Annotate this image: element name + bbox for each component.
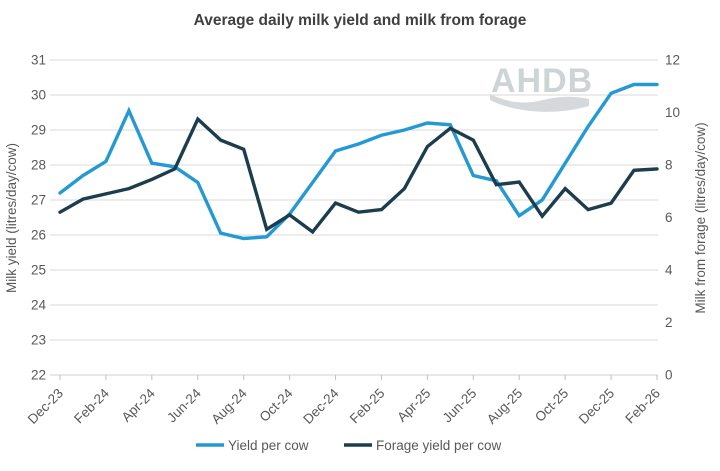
- legend-label-forage-yield-per-cow: Forage yield per cow: [376, 438, 502, 453]
- x-tick-label: Dec-24: [300, 385, 342, 427]
- watermark: AHDB: [490, 62, 593, 112]
- series-line-yield-per-cow: [58, 82, 659, 241]
- left-axis-tick-label: 22: [31, 368, 46, 383]
- left-axis-tick-label: 30: [31, 88, 46, 103]
- watermark-ahdb-logo: AHDB: [491, 62, 593, 100]
- right-axis-tick-label: 8: [665, 158, 673, 173]
- series-line-forage-yield-per-cow: [58, 116, 659, 235]
- right-axis-title: Milk from forage (litres/day/cow): [693, 122, 708, 313]
- x-tick-label: Feb-25: [347, 386, 388, 427]
- left-axis-tick-label: 29: [31, 123, 46, 138]
- x-tick-label: Jun-25: [440, 386, 480, 426]
- x-tick-label: Oct-25: [532, 386, 571, 425]
- x-tick-label: Feb-26: [622, 386, 663, 427]
- left-axis-tick-label: 25: [31, 263, 46, 278]
- x-tick-label: Aug-24: [208, 385, 250, 427]
- x-tick-label: Dec-25: [576, 386, 617, 427]
- right-axis-tick-label: 4: [665, 263, 673, 278]
- left-axis-tick-label: 26: [31, 228, 46, 243]
- left-axis-tick-label: 27: [31, 193, 46, 208]
- x-tick-label: Jun-24: [164, 385, 204, 425]
- left-axis-labels: 22 23 24 25 26 27 28 29 30 31: [31, 53, 47, 383]
- x-tick-label: Aug-25: [484, 386, 525, 427]
- legend: Yield per cow Forage yield per cow: [196, 438, 502, 453]
- legend-label-yield-per-cow: Yield per cow: [228, 438, 309, 453]
- gridlines: [50, 59, 658, 376]
- chart-title: Average daily milk yield and milk from f…: [194, 12, 527, 29]
- series-lines: [58, 82, 659, 241]
- left-axis-tick-label: 24: [31, 298, 47, 313]
- right-axis-tick-label: 10: [665, 105, 680, 120]
- x-axis-tick-marks: [59, 375, 658, 380]
- right-axis-tick-label: 12: [665, 53, 680, 68]
- x-tick-label: Apr-25: [394, 386, 433, 425]
- right-axis-tick-label: 6: [665, 210, 673, 225]
- watermark-wave-icon: [490, 94, 589, 112]
- left-axis-title: Milk yield (litres/day/cow): [4, 143, 19, 293]
- x-axis-labels: Dec-23 Feb-24 Apr-24 Jun-24 Aug-24 Oct-24 Dec-…: [25, 385, 663, 427]
- right-axis-labels: 0 2 4 6 8 10 12: [665, 53, 680, 383]
- left-axis-tick-label: 23: [31, 333, 46, 348]
- right-axis-tick-label: 0: [665, 368, 673, 383]
- x-tick-label: Apr-24: [119, 385, 159, 425]
- x-tick-label: Feb-24: [71, 385, 112, 426]
- x-tick-label: Dec-23: [25, 386, 66, 427]
- left-axis-tick-label: 31: [31, 53, 46, 68]
- x-tick-label: Oct-24: [256, 385, 296, 425]
- left-axis-tick-label: 28: [31, 158, 46, 173]
- right-axis-tick-label: 2: [665, 315, 673, 330]
